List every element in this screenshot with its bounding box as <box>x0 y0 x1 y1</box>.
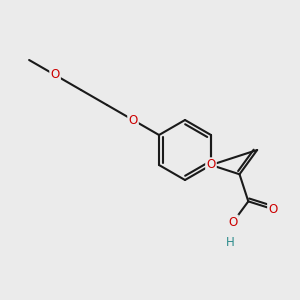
Text: O: O <box>128 113 138 127</box>
Text: O: O <box>268 203 278 216</box>
Text: O: O <box>50 68 60 82</box>
Text: H: H <box>226 236 234 248</box>
Text: O: O <box>206 158 216 172</box>
Text: O: O <box>228 216 238 229</box>
